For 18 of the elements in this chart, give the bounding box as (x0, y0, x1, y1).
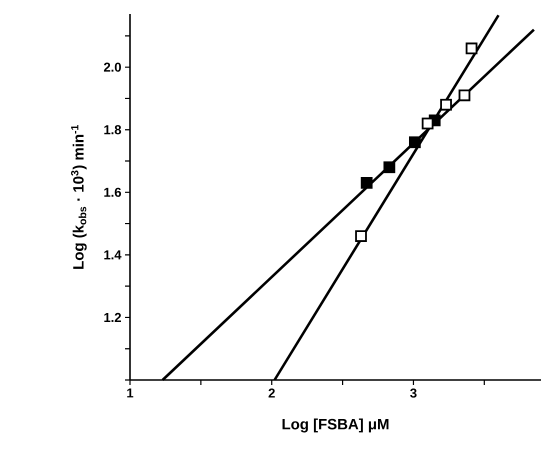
y-tick-label: 2.0 (104, 62, 121, 72)
point (383, 161, 396, 174)
x-tick-label: 1 (127, 388, 134, 398)
point (360, 177, 373, 189)
point (355, 230, 367, 242)
point (458, 89, 470, 102)
y-tick-label: 1.6 (104, 188, 122, 197)
x-tick-label: 3 (410, 388, 417, 398)
y-tick-label: 1.2 (104, 312, 121, 322)
x-axis-title: Log [FSBA] μM (282, 418, 388, 432)
y-axis-title: Log (k$_{obs}$ · 10$^{3}$) min$^{-1}$ (71, 124, 87, 269)
point (422, 118, 434, 130)
point (408, 136, 421, 148)
x-tick-label: 2 (268, 388, 275, 398)
point (440, 98, 452, 111)
y-tick-label: 1.8 (104, 125, 122, 134)
y-tick-label: 1.4 (104, 250, 122, 260)
point (466, 42, 478, 54)
